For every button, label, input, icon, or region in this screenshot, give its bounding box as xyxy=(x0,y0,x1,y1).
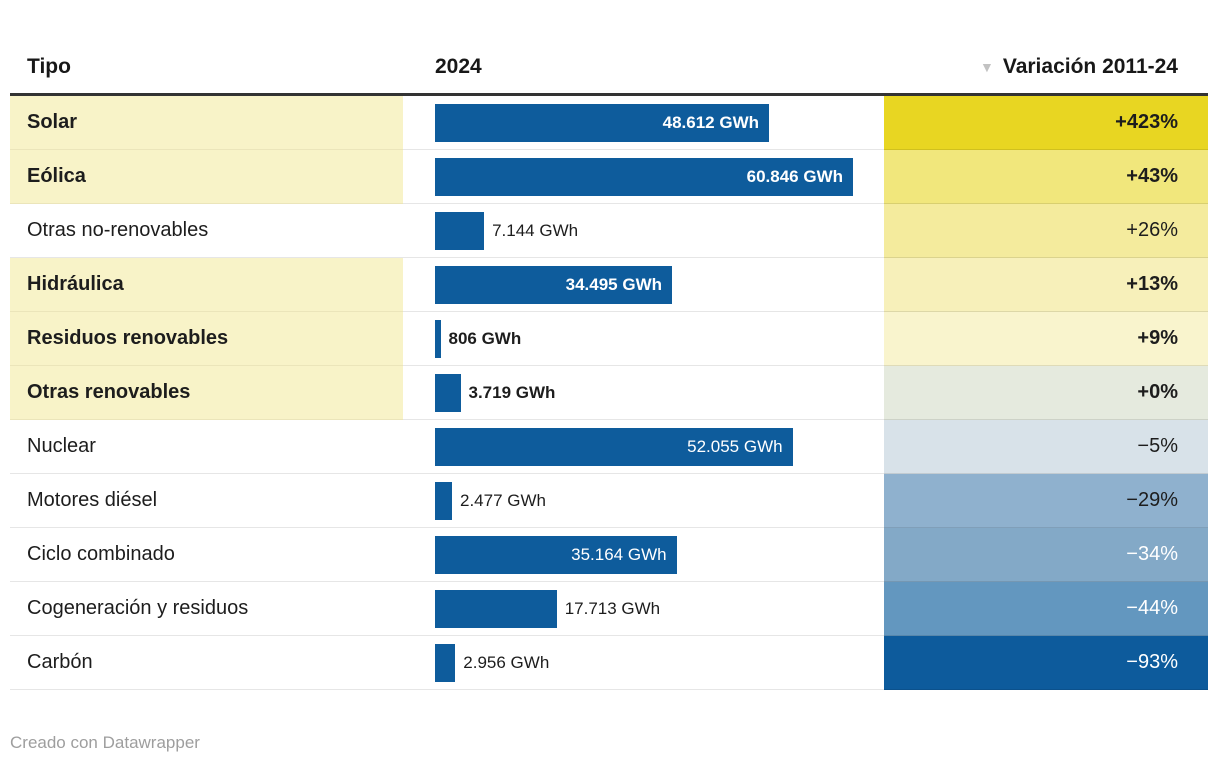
value-bar xyxy=(435,481,452,520)
row-gap xyxy=(403,528,435,582)
row-label: Hidráulica xyxy=(10,258,403,312)
variation-cell: +0% xyxy=(884,366,1208,420)
bar-cell: 2.956 GWh xyxy=(435,636,884,690)
bar-cell: 3.719 GWh xyxy=(435,366,884,420)
value-bar: 52.055 GWh xyxy=(435,427,793,466)
variation-cell: −34% xyxy=(884,528,1208,582)
column-header-variacion-label: Variación 2011-24 xyxy=(1002,54,1178,78)
column-header-tipo[interactable]: Tipo xyxy=(27,54,71,78)
table-row: Motores diésel 2.477 GWh −29% xyxy=(10,474,1208,528)
bar-cell: 48.612 GWh xyxy=(435,96,884,150)
bar-cell: 2.477 GWh xyxy=(435,474,884,528)
row-label: Otras no-renovables xyxy=(10,204,403,258)
table-row: Carbón 2.956 GWh −93% xyxy=(10,636,1208,690)
bar-cell: 17.713 GWh xyxy=(435,582,884,636)
variation-cell: −44% xyxy=(884,582,1208,636)
value-bar: 60.846 GWh xyxy=(435,157,853,196)
variation-cell: +13% xyxy=(884,258,1208,312)
bar-cell: 60.846 GWh xyxy=(435,150,884,204)
table-row: Otras renovables 3.719 GWh +0% xyxy=(10,366,1208,420)
value-label: 52.055 GWh xyxy=(687,436,783,456)
row-label: Nuclear xyxy=(10,420,403,474)
column-header-2024[interactable]: 2024 xyxy=(435,54,482,78)
table-row: Eólica 60.846 GWh +43% xyxy=(10,150,1208,204)
table-chart: Tipo 2024 ▼ Variación 2011-24 Solar 48.6… xyxy=(10,40,1208,752)
variation-cell: −29% xyxy=(884,474,1208,528)
value-label: 2.956 GWh xyxy=(463,652,550,672)
variation-cell: −93% xyxy=(884,636,1208,690)
row-gap xyxy=(403,96,435,150)
value-label: 48.612 GWh xyxy=(662,112,759,132)
bar-cell: 806 GWh xyxy=(435,312,884,366)
value-bar: 48.612 GWh xyxy=(435,103,769,142)
value-label: 35.164 GWh xyxy=(571,544,667,564)
value-bar: 35.164 GWh xyxy=(435,535,677,574)
sort-descending-icon: ▼ xyxy=(980,58,994,75)
row-gap xyxy=(403,636,435,690)
table-row: Residuos renovables 806 GWh +9% xyxy=(10,312,1208,366)
row-label: Residuos renovables xyxy=(10,312,403,366)
variation-cell: +26% xyxy=(884,204,1208,258)
row-label: Ciclo combinado xyxy=(10,528,403,582)
table-row: Hidráulica 34.495 GWh +13% xyxy=(10,258,1208,312)
row-label: Otras renovables xyxy=(10,366,403,420)
value-label: 806 GWh xyxy=(448,328,522,348)
table-row: Cogeneración y residuos 17.713 GWh −44% xyxy=(10,582,1208,636)
row-gap xyxy=(403,582,435,636)
row-label: Cogeneración y residuos xyxy=(10,582,403,636)
bar-cell: 7.144 GWh xyxy=(435,204,884,258)
variation-cell: +9% xyxy=(884,312,1208,366)
row-gap xyxy=(403,312,435,366)
bar-cell: 52.055 GWh xyxy=(435,420,884,474)
value-bar: 34.495 GWh xyxy=(435,265,672,304)
variation-cell: +43% xyxy=(884,150,1208,204)
row-label: Solar xyxy=(10,96,403,150)
table-row: Otras no-renovables 7.144 GWh +26% xyxy=(10,204,1208,258)
column-header-variacion[interactable]: ▼ Variación 2011-24 xyxy=(884,55,1208,79)
datawrapper-credit-link[interactable]: Creado con Datawrapper xyxy=(10,733,200,752)
row-gap xyxy=(403,258,435,312)
row-label: Carbón xyxy=(10,636,403,690)
row-gap xyxy=(403,150,435,204)
value-label: 60.846 GWh xyxy=(746,166,843,186)
row-gap xyxy=(403,204,435,258)
variation-cell: −5% xyxy=(884,420,1208,474)
value-bar xyxy=(435,373,461,412)
table-header: Tipo 2024 ▼ Variación 2011-24 xyxy=(10,40,1208,96)
value-label: 34.495 GWh xyxy=(565,274,662,294)
table-row: Ciclo combinado 35.164 GWh −34% xyxy=(10,528,1208,582)
row-label: Motores diésel xyxy=(10,474,403,528)
variation-cell: +423% xyxy=(884,96,1208,150)
value-bar xyxy=(435,643,456,682)
bar-cell: 35.164 GWh xyxy=(435,528,884,582)
row-gap xyxy=(403,474,435,528)
value-bar xyxy=(435,589,557,628)
value-label: 7.144 GWh xyxy=(492,220,579,240)
value-label: 3.719 GWh xyxy=(468,382,556,402)
value-label: 2.477 GWh xyxy=(460,490,546,510)
value-bar xyxy=(435,211,485,250)
table-body: Solar 48.612 GWh +423% Eólica 60.846 GWh… xyxy=(10,96,1208,690)
row-gap xyxy=(403,366,435,420)
table-row: Nuclear 52.055 GWh −5% xyxy=(10,420,1208,474)
value-label: 17.713 GWh xyxy=(564,598,661,618)
bar-cell: 34.495 GWh xyxy=(435,258,884,312)
row-gap xyxy=(403,420,435,474)
table-row: Solar 48.612 GWh +423% xyxy=(10,96,1208,150)
value-bar xyxy=(435,319,441,358)
row-label: Eólica xyxy=(10,150,403,204)
